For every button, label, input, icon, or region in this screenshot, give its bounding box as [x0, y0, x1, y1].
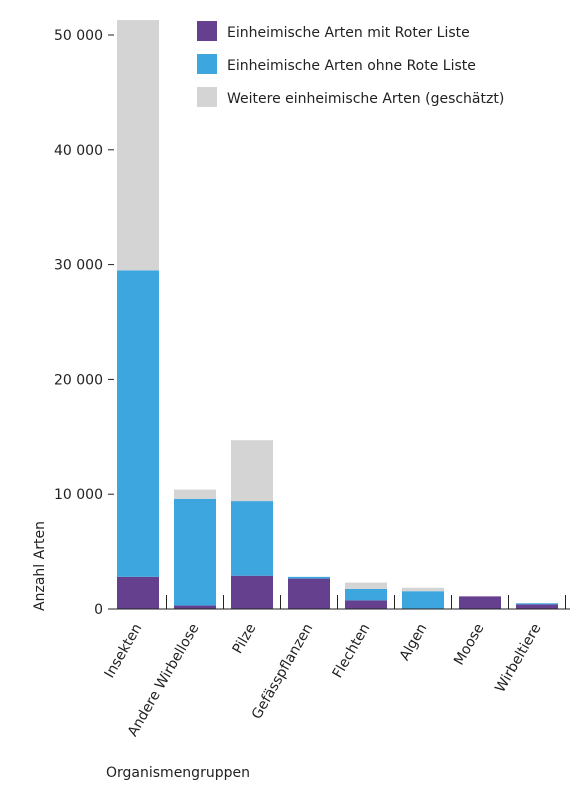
bar-segment-2	[117, 270, 159, 577]
bar-segment-1	[174, 605, 216, 609]
bars	[117, 20, 558, 609]
category-label: Pilze	[230, 621, 260, 657]
legend-label: Einheimische Arten ohne Rote Liste	[227, 58, 476, 74]
bar-segment-3	[174, 489, 216, 499]
y-tick-label: 40 000	[54, 143, 103, 159]
bar-segment-2	[231, 501, 273, 576]
category-label: Wirbeltiere	[492, 621, 544, 695]
y-axis-ticks: 0 10 000 20 000 30 000 40 000 50 000	[54, 28, 114, 618]
legend-label: Weitere einheimische Arten (geschätzt)	[227, 91, 504, 107]
bar-segment-2	[402, 591, 444, 609]
bar-segment-2	[516, 603, 558, 605]
bar-segment-1	[345, 600, 387, 609]
legend-label: Einheimische Arten mit Roter Liste	[227, 25, 470, 41]
category-label: Insekten	[102, 621, 146, 681]
y-axis-title: Anzahl Arten	[32, 521, 48, 611]
category-label: Flechten	[330, 621, 374, 681]
bar-segment-1	[231, 575, 273, 609]
bar-segment-3	[402, 587, 444, 592]
legend-swatch	[197, 54, 217, 74]
bar-segment-2	[345, 588, 387, 601]
x-axis-ticks	[166, 595, 566, 609]
bar-segment-1	[288, 578, 330, 609]
y-tick-label: 20 000	[54, 372, 103, 388]
y-tick-label: 0	[94, 602, 103, 618]
legend: Einheimische Arten mit Roter Liste Einhei…	[197, 21, 504, 107]
y-tick-label: 10 000	[54, 487, 103, 503]
legend-swatch	[197, 21, 217, 41]
bar-segment-1	[459, 596, 501, 609]
y-tick-label: 50 000	[54, 28, 103, 44]
y-tick-label: 30 000	[54, 258, 103, 274]
bar-segment-2	[174, 498, 216, 606]
bar-segment-3	[345, 582, 387, 589]
bar-segment-1	[516, 604, 558, 609]
bar-segment-3	[231, 440, 273, 502]
legend-swatch	[197, 87, 217, 107]
category-label: Gefässpflanzen	[249, 621, 317, 722]
bar-segment-1	[117, 576, 159, 609]
bar-segment-2	[288, 576, 330, 579]
x-axis-title: Organismengruppen	[106, 765, 250, 781]
bar-segment-3	[117, 20, 159, 271]
category-label: Moose	[451, 621, 487, 668]
category-label: Algen	[397, 621, 431, 664]
